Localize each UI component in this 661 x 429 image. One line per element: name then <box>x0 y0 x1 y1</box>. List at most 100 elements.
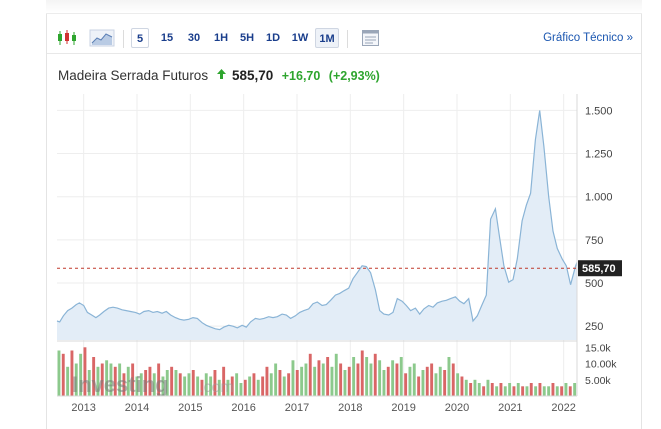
technical-chart-link[interactable]: Gráfico Técnico » <box>543 32 633 44</box>
volume-bar <box>477 383 481 396</box>
volume-bar <box>113 366 117 397</box>
y-tick-label: 250 <box>585 321 603 333</box>
volume-bar <box>503 386 507 397</box>
volume-bar <box>235 373 239 397</box>
volume-bar <box>96 366 100 397</box>
volume-bar <box>547 386 551 397</box>
volume-bar <box>126 366 130 397</box>
volume-bar <box>87 370 91 396</box>
volume-bar <box>109 363 113 396</box>
volume-bar <box>404 373 408 397</box>
volume-bar <box>243 379 247 397</box>
x-tick-label: 2018 <box>338 402 362 414</box>
volume-bar <box>434 373 438 397</box>
timeframe-1m[interactable]: 1M <box>315 28 339 48</box>
volume-bar <box>365 357 369 396</box>
last-price: 585,70 <box>231 68 274 83</box>
volume-bar <box>399 357 403 396</box>
volume-bar <box>204 373 208 397</box>
x-tick-label: 2021 <box>498 402 522 414</box>
volume-bar <box>369 363 373 396</box>
x-tick-label: 2017 <box>285 402 309 414</box>
area-chart-icon[interactable] <box>89 28 115 48</box>
timeframe-1d[interactable]: 1D <box>265 32 281 44</box>
x-tick-label: 2016 <box>231 402 255 414</box>
price-area-fill <box>57 110 577 341</box>
volume-bar <box>226 379 230 397</box>
volume-bar <box>326 357 330 396</box>
volume-bar <box>170 366 174 397</box>
chart-widget: 5 15 30 1H 5H 1D 1W 1M Gráfico Técnico »… <box>46 14 642 429</box>
volume-bar <box>261 376 265 396</box>
volume-bar <box>534 386 538 397</box>
volume-bar <box>542 386 546 397</box>
volume-bar <box>560 386 564 397</box>
timeframe-15[interactable]: 15 <box>160 32 174 44</box>
toolbar-divider <box>123 30 124 48</box>
volume-bar <box>105 360 109 397</box>
quote-header: Madeira Serrada Futuros 585,70 +16,70 (+… <box>58 66 380 84</box>
volume-tick-label: 5.00k <box>585 375 611 387</box>
volume-bar <box>499 383 503 396</box>
volume-bar <box>352 357 356 396</box>
up-arrow-icon <box>216 66 226 84</box>
timeframe-1h[interactable]: 1H <box>213 32 229 44</box>
y-tick-label: 750 <box>585 235 603 247</box>
chart-toolbar: 5 15 30 1H 5H 1D 1W 1M Gráfico Técnico » <box>47 24 641 54</box>
timeframe-1w[interactable]: 1W <box>291 32 309 44</box>
volume-bar <box>308 353 312 397</box>
volume-bar <box>139 373 143 397</box>
last-price-tag <box>578 260 622 277</box>
volume-bar <box>391 360 395 397</box>
volume-bar <box>469 383 473 396</box>
volume-bar <box>265 366 269 397</box>
volume-bar <box>191 370 195 396</box>
volume-bar <box>252 373 256 397</box>
volume-bar <box>291 360 295 397</box>
candlestick-chart-icon[interactable] <box>55 28 79 48</box>
volume-bar <box>74 363 78 396</box>
timeframe-5[interactable]: 5 <box>131 28 149 48</box>
volume-bar <box>525 386 529 397</box>
watermark-suffix: .com <box>199 379 234 396</box>
volume-bar <box>196 376 200 396</box>
volume-bar <box>421 370 425 396</box>
volume-bar <box>79 353 83 397</box>
volume-bar <box>217 379 221 397</box>
volume-bar <box>490 383 494 396</box>
y-tick-label: 500 <box>585 278 603 290</box>
volume-bar <box>551 383 555 396</box>
volume-bar <box>408 366 412 397</box>
y-tick-label: 1.500 <box>585 105 613 117</box>
price-line <box>56 110 578 331</box>
volume-bar <box>508 383 512 396</box>
timeframe-5h[interactable]: 5H <box>239 32 255 44</box>
timeframe-30[interactable]: 30 <box>187 32 201 44</box>
volume-bar <box>148 366 152 397</box>
volume-bar <box>165 370 169 396</box>
volume-bar <box>516 383 520 396</box>
volume-bar <box>456 373 460 397</box>
volume-bar <box>222 366 226 397</box>
chart-settings-icon[interactable] <box>361 28 381 48</box>
volume-bar <box>495 386 499 397</box>
volume-bar <box>486 379 490 397</box>
volume-bar <box>447 357 451 396</box>
volume-bar <box>61 353 65 397</box>
volume-bar <box>295 370 299 396</box>
x-tick-label: 2014 <box>125 402 149 414</box>
volume-bar <box>443 370 447 396</box>
volume-bar <box>187 373 191 397</box>
volume-bar <box>152 373 156 397</box>
volume-bar <box>451 363 455 396</box>
x-tick-label: 2019 <box>391 402 415 414</box>
volume-bar <box>269 373 273 397</box>
volume-bar <box>287 373 291 397</box>
investing-logo-watermark: Investing .com <box>72 372 234 397</box>
volume-bar <box>330 366 334 397</box>
price-chart[interactable]: Investing .com 2013 2014 2015 2016 2017 2018 20… <box>47 14 641 429</box>
volume-bar <box>174 370 178 396</box>
volume-bar <box>564 383 568 396</box>
volume-bar <box>304 363 308 396</box>
volume-bar <box>395 363 399 396</box>
